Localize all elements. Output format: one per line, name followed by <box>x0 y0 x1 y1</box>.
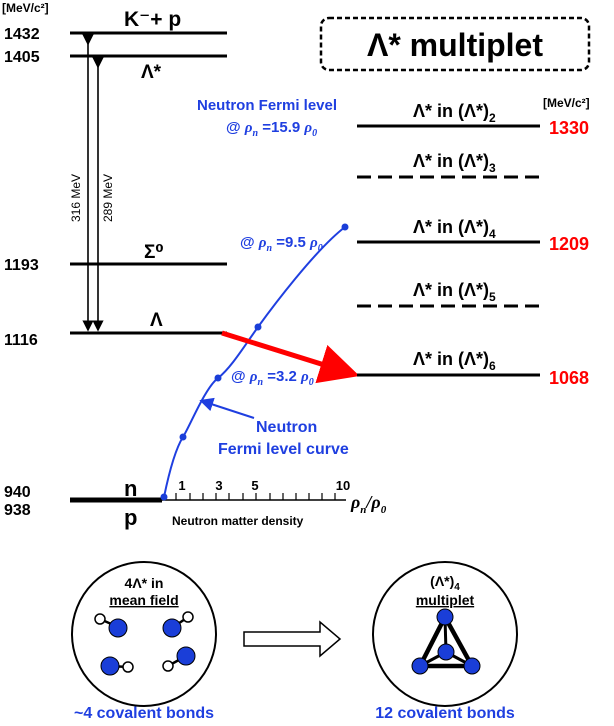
diagram-title: Λ* multiplet <box>367 27 543 63</box>
tick-label-10: 10 <box>336 478 350 493</box>
right-level-label-4: Λ* in (Λ*)4 <box>413 217 496 241</box>
multiplet-label-line1: (Λ*)4 <box>430 573 460 593</box>
label-sigma: Σ⁰ <box>144 242 164 263</box>
lambda-to-multiplet-arrow <box>221 330 360 384</box>
energy-1193: 1193 <box>4 257 39 274</box>
tick-label-1: 1 <box>178 478 185 493</box>
right-level-label-5: Λ* in (Λ*)5 <box>413 280 496 304</box>
curve-label-line2: Fermi level curve <box>218 441 349 458</box>
right-level-label-2: Λ* in (Λ*)2 <box>413 101 496 125</box>
curve-point-4 <box>341 223 349 231</box>
title-box <box>319 16 591 72</box>
tick-label-5: 5 <box>251 478 258 493</box>
left-caption: ~4 covalent bonds <box>74 705 214 722</box>
energy-1116: 1116 <box>4 332 38 349</box>
energy-938: 938 <box>4 502 31 519</box>
mean-field-label-line1: 4Λ* in <box>125 575 164 591</box>
fermi-level-title: Neutron Fermi level <box>197 97 337 114</box>
energy-1432: 1432 <box>4 26 40 43</box>
curve-point-2 <box>214 374 222 382</box>
right-caption: 12 covalent bonds <box>375 705 515 722</box>
fermi-point-15-9: @ ρn =15.9 ρ0 <box>226 119 317 139</box>
mean-field-circle <box>71 561 217 707</box>
fermi-level-curve <box>163 226 346 498</box>
gap-label-289: 289 MeV <box>101 174 115 222</box>
transition-arrow <box>243 620 342 658</box>
multiplet-circle <box>372 561 518 707</box>
fermi-point-3-2: @ ρn =3.2 ρ0 <box>231 368 314 388</box>
label-n: n <box>124 476 137 501</box>
right-level-label-3: Λ* in (Λ*)3 <box>413 151 496 175</box>
mean-field-pairs <box>94 611 196 676</box>
curve-label-line1: Neutron <box>256 419 317 436</box>
curve-point-1 <box>179 433 187 441</box>
label-kp: K⁻+ p <box>124 8 181 31</box>
units-label-left: [MeV/c²] <box>2 1 49 15</box>
curve-point-3 <box>254 323 262 331</box>
curve-point-0 <box>160 493 168 501</box>
label-lstar: Λ* <box>141 62 162 83</box>
mean-field-label-line2: mean field <box>109 592 178 608</box>
label-lambda: Λ <box>150 310 163 331</box>
curve-label-pointer <box>199 397 255 419</box>
units-label-right: [MeV/c²] <box>543 96 590 110</box>
multiplet-tetrahedron <box>411 608 481 675</box>
energy-940: 940 <box>4 484 31 501</box>
energy-1405: 1405 <box>4 49 40 66</box>
density-axis-ticks <box>175 493 336 500</box>
gap-label-316: 316 MeV <box>69 174 83 222</box>
tick-label-3: 3 <box>215 478 222 493</box>
right-level-value-2: 1330 <box>549 118 589 138</box>
label-p: p <box>124 505 137 530</box>
density-axis-title: Neutron matter density <box>172 514 304 528</box>
right-level-label-6: Λ* in (Λ*)6 <box>413 349 496 373</box>
multiplet-label-line2: multiplet <box>416 592 475 608</box>
fermi-point-9-5: @ ρn =9.5 ρ0 <box>240 234 323 254</box>
right-level-value-4: 1209 <box>549 234 589 254</box>
right-level-value-6: 1068 <box>549 368 589 388</box>
density-axis-symbol: ρn/ρ0 <box>350 492 387 516</box>
